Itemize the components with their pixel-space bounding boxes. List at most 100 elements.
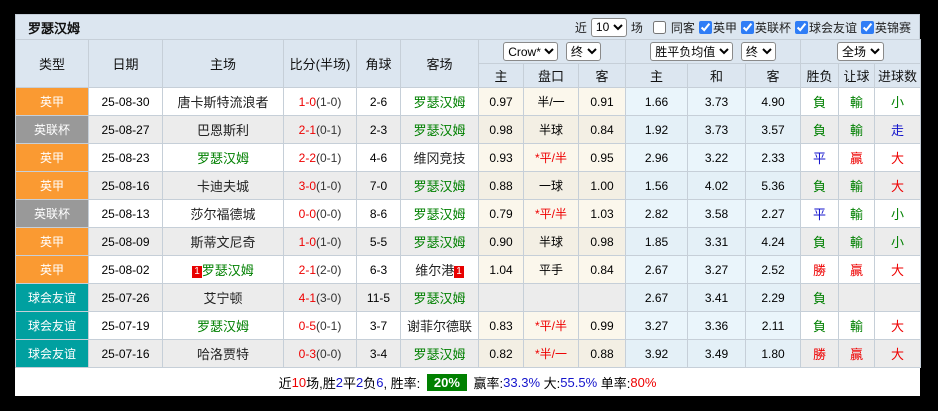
home-team[interactable]: 斯蒂文尼奇 — [190, 235, 256, 250]
result-cell: 負 — [800, 283, 840, 312]
away-team[interactable]: 罗瑟汉姆 — [413, 123, 466, 138]
halftime-score: (0-1) — [316, 122, 342, 137]
away-team[interactable]: 罗瑟汉姆 — [413, 95, 466, 110]
footer-segment: 20% — [426, 373, 467, 391]
title-bar: 罗瑟汉姆 近 10 场 同客 英甲 英联杯 球会 — [15, 14, 920, 39]
filter-controls: 近 10 场 同客 英甲 英联杯 球会友谊 — [575, 17, 911, 37]
handicap: 一球 — [523, 171, 579, 200]
league-filter-checkbox[interactable] — [698, 20, 712, 34]
home-team[interactable]: 哈洛贾特 — [196, 347, 249, 362]
footer-segment: 80% — [630, 374, 657, 390]
bookmaker-select[interactable]: Crow* — [503, 42, 559, 61]
avg-draw-odds: 3.49 — [687, 339, 747, 368]
home-team[interactable]: 罗瑟汉姆 — [201, 263, 254, 278]
result-cell: 平 — [800, 143, 840, 172]
home-team[interactable]: 巴恩斯利 — [196, 123, 249, 138]
scope-select-group: 全场 — [800, 39, 922, 64]
sub-header-avg-home: 主 — [625, 63, 689, 88]
recent-matches-select[interactable]: 10 — [590, 17, 627, 37]
match-date: 25-07-26 — [88, 283, 163, 312]
score-cell: 1-0(1-0) — [283, 87, 357, 116]
handicap: 半球 — [523, 227, 579, 256]
avg-draw-odds: 3.41 — [687, 283, 747, 312]
avg-draw-odds: 4.02 — [687, 171, 747, 200]
league-filter-2: 英联杯 — [740, 19, 791, 36]
goals-result-cell: 小 — [874, 227, 922, 256]
away-team[interactable]: 谢菲尔德联 — [406, 319, 472, 334]
odds-away: 0.91 — [577, 87, 627, 116]
same-away-checkbox[interactable] — [652, 20, 666, 34]
home-team[interactable]: 艾宁顿 — [203, 291, 243, 306]
score-cell: 2-1(0-1) — [283, 115, 357, 144]
odds-home: 0.88 — [478, 171, 524, 200]
col-header-score: 比分(半场) — [283, 39, 357, 88]
league-filter-checkbox[interactable] — [794, 20, 808, 34]
footer-segment: 6 — [376, 374, 384, 390]
fulltime-score: 2-1 — [298, 262, 316, 277]
league-filter-checkbox[interactable] — [740, 20, 754, 34]
footer-segment: 55.5% — [560, 374, 598, 390]
avg-draw-odds: 3.58 — [687, 199, 747, 228]
away-team[interactable]: 罗瑟汉姆 — [413, 291, 466, 306]
odds-home: 0.97 — [478, 87, 524, 116]
sub-header-avg-away: 客 — [745, 63, 802, 88]
league-filter-3: 球会友谊 — [794, 19, 857, 36]
footer-segment: 负 — [363, 375, 377, 391]
away-team[interactable]: 维冈竞技 — [413, 151, 466, 166]
avg-home-odds: 1.92 — [625, 115, 689, 144]
home-team[interactable]: 罗瑟汉姆 — [196, 319, 249, 334]
match-row: 球会友谊 25-07-26 艾宁顿 4-1(3-0) 11-5 罗瑟汉姆 2.67 3.41 2… — [15, 283, 922, 312]
score-cell: 0-3(0-0) — [283, 339, 357, 368]
fulltime-score: 0-3 — [298, 346, 316, 361]
league-filter-label: 英锦赛 — [874, 20, 911, 35]
rank-badge: 1 — [454, 266, 464, 278]
avg-odds-select[interactable]: 胜平负均值 — [650, 42, 734, 61]
avg-away-odds: 2.27 — [745, 199, 802, 228]
home-team-cell: 艾宁顿 — [162, 283, 284, 312]
league-badge: 英甲 — [15, 227, 89, 256]
result-cell: 負 — [800, 87, 840, 116]
handicap: *平/半 — [523, 199, 579, 228]
avg-draw-odds: 3.73 — [687, 115, 747, 144]
away-team[interactable]: 罗瑟汉姆 — [413, 347, 466, 362]
result-cell: 勝 — [800, 339, 840, 368]
match-date: 25-08-16 — [88, 171, 163, 200]
handicap — [523, 283, 579, 312]
corners: 4-6 — [356, 143, 401, 172]
odds-home: 1.04 — [478, 255, 524, 284]
goals-result-cell: 大 — [874, 255, 922, 284]
score-cell: 1-0(1-0) — [283, 227, 357, 256]
matches-label: 场 — [630, 20, 643, 35]
away-team[interactable]: 罗瑟汉姆 — [413, 179, 466, 194]
avg-home-odds: 2.67 — [625, 255, 689, 284]
score-cell: 4-1(3-0) — [283, 283, 357, 312]
avg-away-odds: 2.52 — [745, 255, 802, 284]
league-filter-checkbox[interactable] — [860, 20, 874, 34]
goals-result-cell: 大 — [874, 171, 922, 200]
match-row: 英甲 25-08-30 唐卡斯特流浪者 1-0(1-0) 2-6 罗瑟汉姆 0.97 半/一 0… — [15, 87, 922, 116]
odds-away: 0.95 — [577, 143, 627, 172]
footer-segment: 2 — [355, 374, 364, 390]
home-team[interactable]: 卡迪夫城 — [196, 179, 249, 194]
odds-away: 1.03 — [577, 199, 627, 228]
league-filter-1: 英甲 — [698, 19, 737, 36]
home-team[interactable]: 罗瑟汉姆 — [196, 151, 249, 166]
avg-away-odds: 4.90 — [745, 87, 802, 116]
league-badge: 球会友谊 — [15, 283, 89, 312]
away-team[interactable]: 罗瑟汉姆 — [413, 235, 466, 250]
fulltime-score: 4-1 — [298, 290, 316, 305]
away-team-cell: 罗瑟汉姆 — [400, 199, 479, 228]
final-odds-select-1[interactable]: 终 — [565, 42, 601, 61]
final-odds-select-2[interactable]: 终 — [740, 42, 776, 61]
away-team[interactable]: 罗瑟汉姆 — [413, 207, 466, 222]
sub-header-goals: 进球数 — [874, 63, 922, 88]
scope-select[interactable]: 全场 — [837, 42, 885, 61]
home-team[interactable]: 莎尔福德城 — [190, 207, 256, 222]
home-team[interactable]: 唐卡斯特流浪者 — [177, 95, 269, 110]
home-team-cell: 唐卡斯特流浪者 — [162, 87, 284, 116]
corners: 3-4 — [356, 339, 401, 368]
odds-home — [478, 283, 524, 312]
match-date: 25-08-13 — [88, 199, 163, 228]
away-team[interactable]: 维尔港 — [415, 263, 455, 278]
match-row: 球会友谊 25-07-16 哈洛贾特 0-3(0-0) 3-4 罗瑟汉姆 0.82 *半/一 0… — [15, 339, 922, 368]
